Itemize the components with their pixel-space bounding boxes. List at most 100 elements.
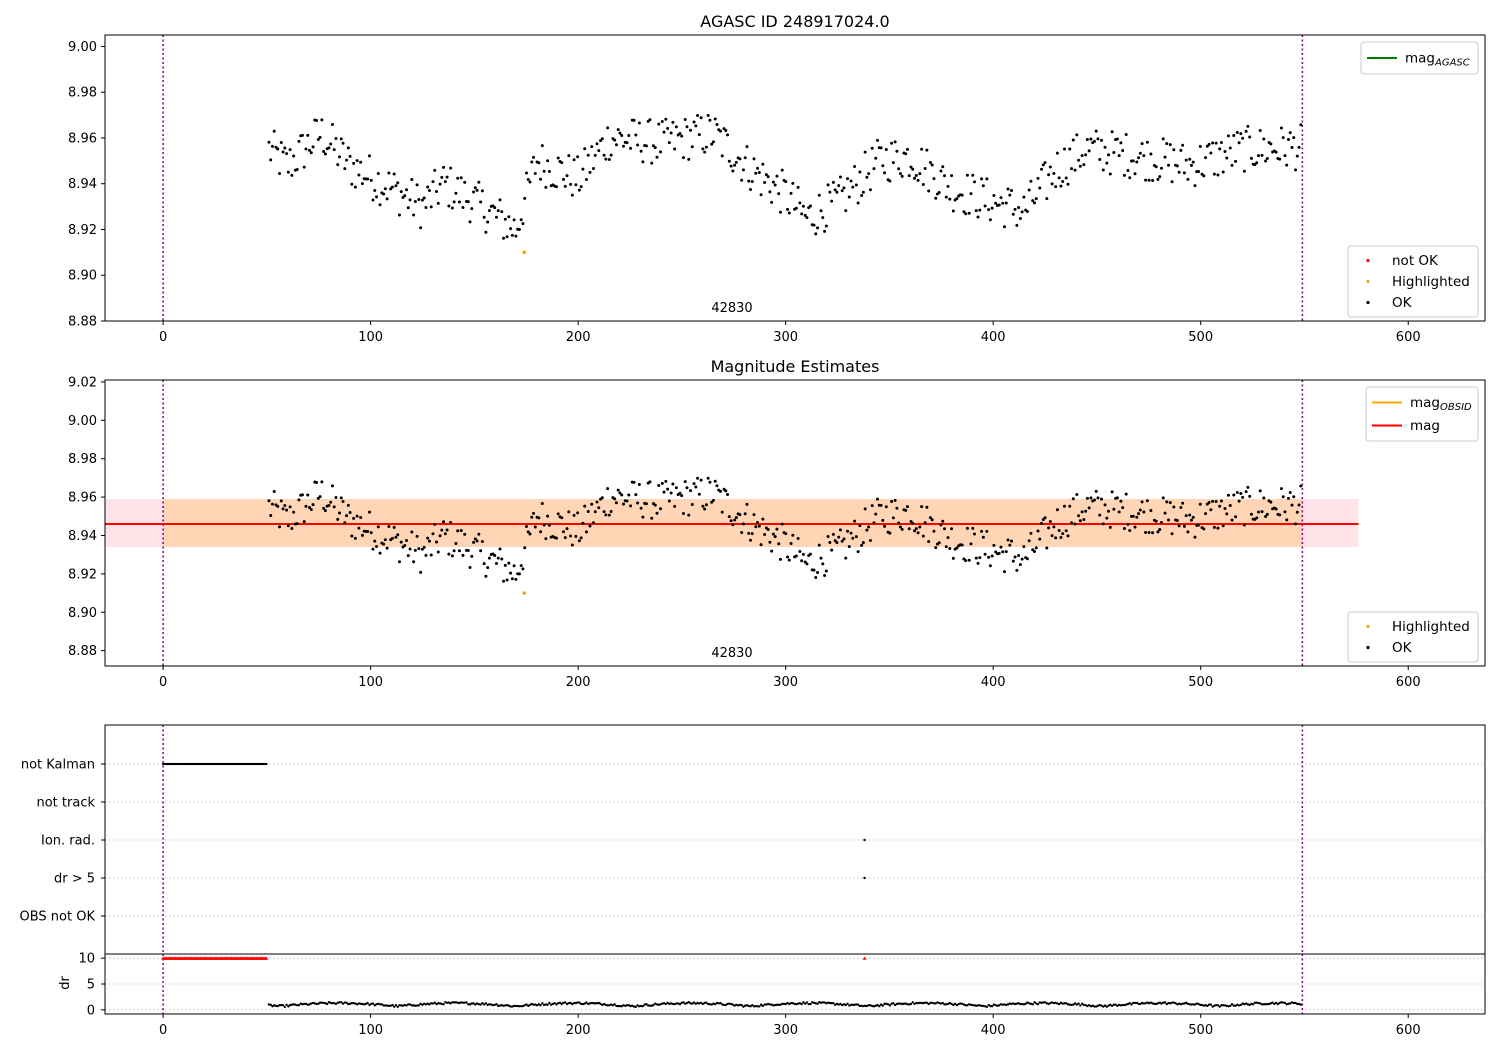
dr-point xyxy=(714,1002,717,1006)
dr-point xyxy=(932,1002,936,1005)
ok-point xyxy=(837,535,841,539)
ok-point xyxy=(865,528,869,532)
ok-point xyxy=(595,500,599,504)
ok-point xyxy=(405,188,409,192)
ok-point xyxy=(341,500,345,504)
dr-point xyxy=(1084,1003,1087,1007)
dr-point xyxy=(579,1002,583,1006)
ok-point xyxy=(761,517,765,521)
ok-point xyxy=(897,167,901,171)
dr-point xyxy=(982,1004,985,1008)
ok-point xyxy=(1078,519,1082,523)
ok-point xyxy=(704,503,708,507)
ok-point xyxy=(634,493,638,497)
dr-point xyxy=(555,1003,558,1006)
ok-point xyxy=(472,540,476,544)
ok-point xyxy=(696,113,700,117)
ok-point xyxy=(1151,178,1155,182)
ok-point xyxy=(858,170,862,174)
ok-point xyxy=(1186,177,1190,181)
dr-point xyxy=(1110,1004,1114,1008)
ok-point xyxy=(1006,538,1010,542)
ok-point xyxy=(1188,157,1192,161)
ok-point xyxy=(424,553,428,557)
ok-point xyxy=(577,539,581,543)
ok-point xyxy=(853,519,857,523)
ok-point xyxy=(914,174,918,178)
ok-point xyxy=(438,534,442,538)
panel1-title: AGASC ID 248917024.0 xyxy=(700,12,889,31)
ok-point xyxy=(1119,499,1123,503)
ok-point xyxy=(1278,513,1282,517)
ok-point xyxy=(863,150,867,154)
ok-point xyxy=(904,508,908,512)
ok-point xyxy=(1286,496,1290,500)
dr-point xyxy=(546,1003,549,1006)
ok-point xyxy=(540,144,544,148)
ok-point xyxy=(881,518,885,522)
dr-point xyxy=(495,1003,498,1006)
dr-point xyxy=(897,1002,900,1005)
ok-point xyxy=(1040,521,1044,525)
ok-point xyxy=(1045,546,1049,550)
ok-point xyxy=(981,184,985,188)
ok-point xyxy=(1124,492,1128,496)
ok-point xyxy=(791,181,795,185)
ok-point xyxy=(916,531,920,535)
ok-point xyxy=(373,539,377,543)
ok-point xyxy=(1001,201,1005,205)
ok-point xyxy=(692,120,696,124)
dr-point xyxy=(387,1004,391,1008)
ok-point xyxy=(1244,129,1248,133)
ok-point xyxy=(604,157,608,161)
ok-point xyxy=(436,201,440,205)
ok-point xyxy=(680,494,684,498)
ok-point xyxy=(375,195,379,199)
ok-point xyxy=(569,534,573,538)
ok-point xyxy=(597,506,601,510)
ok-point xyxy=(544,537,548,541)
y-tick-label: 8.98 xyxy=(68,452,97,467)
ok-point xyxy=(405,539,409,543)
ok-point xyxy=(748,187,752,191)
dr-point xyxy=(809,1002,812,1006)
ok-point xyxy=(729,164,733,168)
dr-point xyxy=(553,1001,556,1005)
dr-point xyxy=(318,1001,322,1004)
ok-point xyxy=(990,206,994,210)
ok-point xyxy=(667,499,671,503)
ok-point xyxy=(907,527,911,531)
dr-point xyxy=(1036,1002,1040,1006)
ok-point xyxy=(944,195,948,199)
ok-point xyxy=(720,510,724,514)
ok-point xyxy=(472,190,476,194)
ok-point xyxy=(352,516,356,520)
dr-point xyxy=(1121,1003,1124,1007)
ok-point xyxy=(447,204,451,208)
ok-point xyxy=(962,210,966,214)
ok-point xyxy=(276,504,280,508)
agasc-magnitude-panel: AGASC ID 248917024.0 0 100 200 300 400 500 600… xyxy=(68,12,1486,345)
dr-point xyxy=(756,1005,759,1008)
ok-point xyxy=(383,538,387,542)
ok-point xyxy=(798,550,802,554)
ok-point xyxy=(701,504,705,508)
ok-point xyxy=(443,180,447,184)
dr-point xyxy=(1165,1002,1168,1006)
ok-point xyxy=(726,133,730,137)
ok-point xyxy=(754,171,758,175)
ok-point xyxy=(533,172,537,176)
ok-point xyxy=(1013,555,1017,559)
ok-point xyxy=(927,540,931,544)
dr-point xyxy=(1271,1001,1274,1004)
ok-point xyxy=(846,177,850,181)
ok-point xyxy=(329,500,333,504)
ok-point xyxy=(1242,523,1246,527)
ok-point xyxy=(812,568,816,572)
ok-point xyxy=(1054,536,1058,540)
ok-point xyxy=(618,131,622,135)
ok-point xyxy=(512,564,516,568)
ok-point xyxy=(546,159,550,163)
dr-point xyxy=(285,1003,288,1006)
ok-point xyxy=(955,197,959,201)
